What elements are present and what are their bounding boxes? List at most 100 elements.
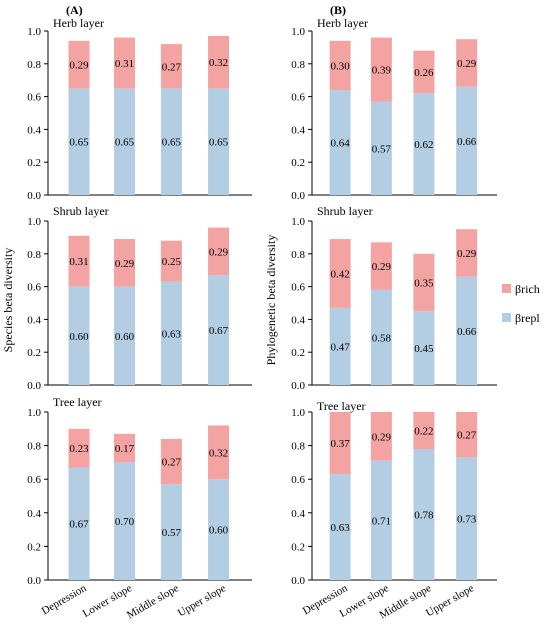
- panel-title-b-1: Shrub layer: [317, 204, 373, 218]
- panel-b-0: 0.0 0.2 0.4 0.6 0.8 1.0 Herb layer 0.64 0.30 0.57…: [291, 16, 497, 202]
- label-rich-b-1-3: 0.29: [457, 248, 477, 260]
- bar-repl-a-1-3: [208, 275, 230, 385]
- y-tick-label-a-0-1: 0.2: [27, 157, 41, 169]
- panel-a-1: 0.0 0.2 0.4 0.6 0.8 1.0 Shrub layer 0.60 0.31 0.6…: [27, 204, 252, 392]
- bar-repl-a-0-2: [160, 88, 182, 195]
- bar-rich-a-0-3: [208, 35, 230, 89]
- label-rich-b-0-2: 0.26: [414, 67, 434, 79]
- label-repl-b-2-2: 0.78: [414, 509, 434, 521]
- bar-repl-b-0-0: [329, 90, 351, 195]
- y-tick-label-a-0-5: 1.0: [27, 26, 41, 38]
- label-rich-b-2-0: 0.37: [330, 438, 350, 450]
- label-rich-b-0-3: 0.29: [457, 58, 477, 70]
- label-repl-b-1-1: 0.58: [372, 332, 392, 344]
- y-tick-label-b-2-5: 1.0: [291, 407, 305, 419]
- label-repl-a-2-1: 0.70: [115, 516, 135, 528]
- bar-rich-a-2-0: [68, 428, 90, 468]
- bar-repl-a-1-1: [114, 286, 135, 385]
- category-label-b-2-3: Upper slope: [424, 582, 476, 619]
- label-repl-a-2-0: 0.67: [69, 519, 89, 531]
- label-rich-b-1-2: 0.35: [414, 278, 434, 290]
- label-repl-a-1-1: 0.60: [115, 331, 135, 343]
- y-tick-label-a-2-0: 0.0: [27, 575, 41, 587]
- y-tick-label-b-1-1: 0.2: [291, 347, 305, 359]
- y-tick-label-a-2-3: 0.6: [27, 474, 41, 486]
- bar-rich-b-0-0: [329, 40, 351, 91]
- legend-swatch-repl: [502, 313, 511, 322]
- panel-title-a-2: Tree layer: [53, 395, 102, 409]
- y-axis-label-b: Phylogenetic beta diversity: [264, 235, 278, 366]
- y-tick-label-a-1-0: 0.0: [27, 380, 41, 392]
- bar-repl-a-2-2: [160, 484, 182, 580]
- label-rich-a-0-1: 0.31: [115, 58, 134, 70]
- bar-rich-a-2-3: [208, 425, 230, 480]
- bar-repl-a-0-3: [208, 88, 230, 195]
- y-tick-label-a-1-5: 1.0: [27, 216, 41, 228]
- y-tick-label-a-0-0: 0.0: [27, 190, 41, 202]
- bar-rich-b-2-1: [370, 412, 392, 461]
- y-tick-label-b-0-2: 0.4: [291, 124, 305, 136]
- bar-rich-b-1-2: [413, 253, 435, 312]
- y-tick-label-b-1-2: 0.4: [291, 314, 305, 326]
- legend-label-repl: βrepl: [515, 311, 540, 325]
- bar-rich-a-1-3: [208, 227, 230, 276]
- bar-rich-b-2-0: [329, 412, 351, 475]
- y-tick-label-a-2-1: 0.2: [27, 541, 41, 553]
- label-repl-b-0-1: 0.57: [372, 143, 392, 155]
- y-tick-label-a-2-2: 0.4: [27, 508, 41, 520]
- y-tick-label-a-1-3: 0.6: [27, 282, 41, 294]
- label-rich-a-1-2: 0.25: [162, 256, 182, 268]
- label-rich-b-0-0: 0.30: [330, 60, 350, 72]
- label-repl-a-2-3: 0.60: [209, 525, 229, 537]
- panel-a-0: 0.0 0.2 0.4 0.6 0.8 1.0 Herb layer 0.65 0.29 0.65…: [27, 16, 252, 202]
- label-rich-a-2-2: 0.27: [162, 457, 182, 469]
- bar-repl-b-0-3: [456, 86, 478, 195]
- label-rich-a-2-1: 0.17: [115, 443, 135, 455]
- y-tick-label-b-2-4: 0.8: [291, 441, 305, 453]
- label-rich-b-1-1: 0.29: [372, 261, 392, 273]
- bar-repl-b-0-1: [370, 101, 392, 195]
- y-tick-label-b-2-2: 0.4: [291, 508, 305, 520]
- label-rich-a-0-0: 0.29: [69, 60, 89, 72]
- legend: βrich βrepl: [502, 282, 540, 325]
- bar-repl-b-2-2: [413, 448, 435, 580]
- label-repl-b-1-0: 0.47: [330, 341, 350, 353]
- label-repl-a-0-0: 0.65: [69, 137, 89, 149]
- bar-repl-a-1-2: [160, 281, 182, 385]
- bar-rich-b-1-1: [370, 242, 392, 290]
- label-rich-a-1-3: 0.29: [209, 246, 229, 258]
- bar-repl-b-1-3: [456, 276, 478, 385]
- label-repl-a-1-2: 0.63: [162, 328, 182, 340]
- y-tick-label-b-1-0: 0.0: [291, 380, 305, 392]
- label-rich-b-1-0: 0.42: [330, 268, 349, 280]
- panel-label-b: (B): [330, 3, 346, 17]
- label-repl-a-0-3: 0.65: [209, 137, 229, 149]
- bar-rich-a-2-2: [160, 438, 182, 485]
- bar-repl-b-2-1: [370, 460, 392, 580]
- panel-title-a-1: Shrub layer: [53, 204, 109, 218]
- label-repl-b-2-3: 0.73: [457, 514, 477, 526]
- y-tick-label-b-0-0: 0.0: [291, 190, 305, 202]
- bar-rich-b-2-3: [456, 412, 478, 458]
- panel-title-a-0: Herb layer: [53, 16, 104, 30]
- label-rich-a-1-0: 0.31: [69, 256, 88, 268]
- y-tick-label-a-2-4: 0.8: [27, 441, 41, 453]
- y-tick-label-a-0-3: 0.6: [27, 92, 41, 104]
- bar-rich-b-1-0: [329, 239, 351, 308]
- label-rich-a-2-0: 0.23: [69, 443, 89, 455]
- bar-rich-a-0-0: [68, 40, 90, 89]
- y-tick-label-a-2-5: 1.0: [27, 407, 41, 419]
- bar-repl-b-1-0: [329, 307, 351, 385]
- bar-repl-b-1-1: [370, 289, 392, 385]
- y-tick-label-a-0-4: 0.8: [27, 59, 41, 71]
- bar-rich-b-1-3: [456, 229, 478, 277]
- y-tick-label-a-0-2: 0.4: [27, 124, 41, 136]
- label-repl-b-2-1: 0.71: [372, 515, 391, 527]
- panel-b-2: 0.00.20.40.60.81.0 Tree layer0.630.37Depr…: [291, 399, 497, 621]
- y-tick-label-b-0-4: 0.8: [291, 59, 305, 71]
- bar-rich-b-2-2: [413, 412, 435, 449]
- bar-repl-b-2-0: [329, 474, 351, 580]
- label-repl-a-0-2: 0.65: [162, 137, 182, 149]
- label-rich-a-1-1: 0.29: [115, 258, 135, 270]
